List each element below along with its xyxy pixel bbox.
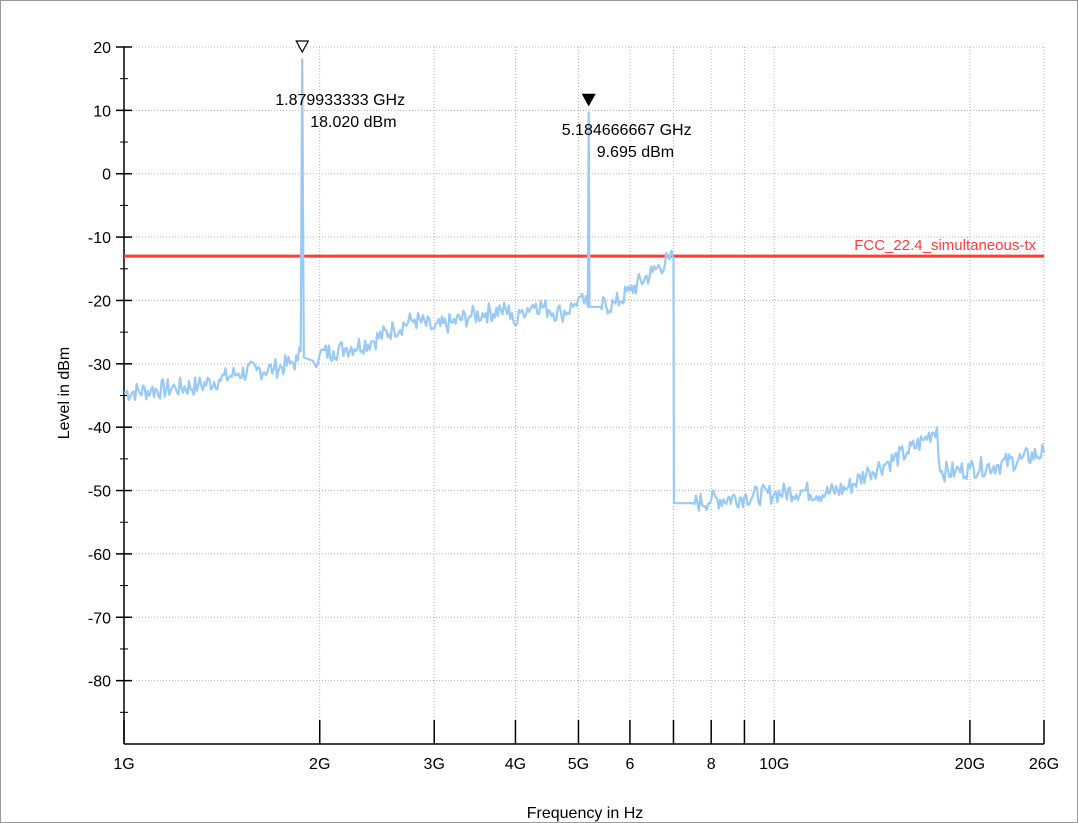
x-tick-label: 4G — [505, 756, 526, 773]
x-axis-title: Frequency in Hz — [527, 805, 644, 822]
limit-line-label: FCC_22.4_simultaneous-tx — [854, 237, 1036, 254]
y-tick-label: -30 — [88, 357, 111, 374]
x-tick-label: 10G — [759, 756, 789, 773]
trace-group — [123, 58, 1046, 512]
y-tick-label: 20 — [93, 40, 111, 57]
axis-ticks — [116, 46, 1045, 745]
marker-frequency-label: 1.879933333 GHz — [275, 92, 405, 109]
x-tick-label: 26G — [1029, 756, 1059, 773]
x-tick-label: 6 — [625, 756, 634, 773]
marker-symbol — [295, 40, 310, 54]
limit-line-group: FCC_22.4_simultaneous-tx — [124, 237, 1044, 258]
y-axis-title: Level in dBm — [56, 347, 73, 440]
y-tick-label: -80 — [88, 674, 111, 691]
y-tick-label: -60 — [88, 547, 111, 564]
tick-labels: 1G 2G 3G 4G 5G 6 8 10G 20G 26G 20 10 0 -10 -20 -30 -40 -5… — [88, 40, 1059, 773]
markers: 1.879933333 GHz 18.020 dBm 5.184666667 GHz… — [275, 40, 692, 161]
x-tick-label: 20G — [955, 756, 985, 773]
y-tick-label: 10 — [93, 103, 111, 120]
y-tick-label: -10 — [88, 230, 111, 247]
x-tick-label: 8 — [707, 756, 716, 773]
x-tick-label: 2G — [309, 756, 330, 773]
x-tick-label: 5G — [568, 756, 589, 773]
y-tick-label: -20 — [88, 293, 111, 310]
grid — [123, 46, 1045, 744]
x-tick-label: 1G — [113, 756, 134, 773]
y-tick-label: 0 — [102, 167, 111, 184]
marker-level-label: 18.020 dBm — [310, 114, 396, 131]
marker-frequency-label: 5.184666667 GHz — [562, 122, 692, 139]
x-tick-label: 3G — [424, 756, 445, 773]
y-tick-label: -50 — [88, 484, 111, 501]
y-tick-label: -40 — [88, 420, 111, 437]
trace-series — [123, 58, 1046, 512]
y-tick-label: -70 — [88, 610, 111, 627]
marker-level-label: 9.695 dBm — [597, 144, 674, 161]
marker-symbol — [581, 93, 596, 107]
